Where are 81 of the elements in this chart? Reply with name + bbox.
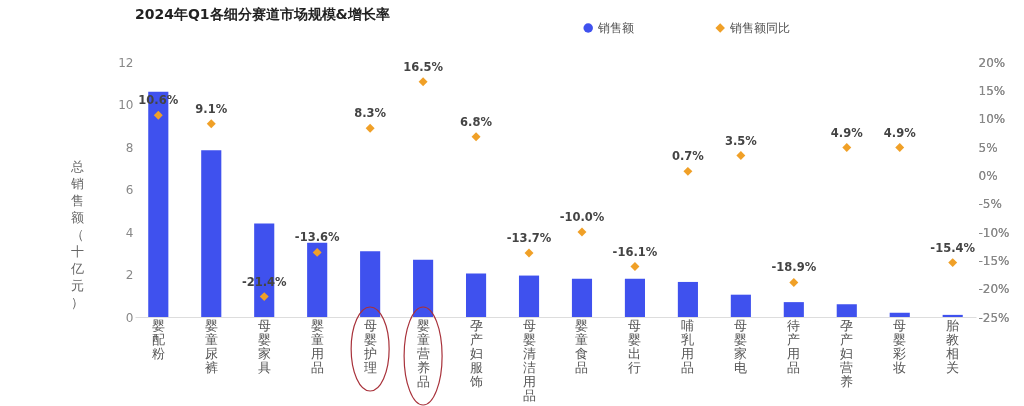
x-tick-label: 孕产妇服饰 xyxy=(468,317,483,389)
bar xyxy=(360,251,381,317)
point xyxy=(842,143,852,153)
y2-tick-label: -20% xyxy=(978,282,1010,297)
data-label: 16.5% xyxy=(403,59,444,74)
point xyxy=(683,166,693,176)
point xyxy=(153,110,163,120)
x-tick-label: 婴童营养品 xyxy=(416,317,430,389)
bar xyxy=(836,304,857,317)
x-tick-label: 胎教相关 xyxy=(946,317,960,375)
data-label: -15.4% xyxy=(930,240,976,255)
bar xyxy=(201,150,222,317)
data-label: -13.6% xyxy=(294,230,340,245)
point xyxy=(471,132,481,142)
data-label: 9.1% xyxy=(195,101,228,116)
y-tick-label: 4 xyxy=(125,225,134,240)
y2-tick-label: -15% xyxy=(978,253,1010,268)
data-label: 3.5% xyxy=(724,133,758,148)
y-tick-label: 10 xyxy=(118,98,134,112)
data-label: -10.0% xyxy=(559,210,605,224)
data-label: -18.9% xyxy=(771,260,817,275)
data-label: 6.8% xyxy=(460,114,493,129)
x-tick-label: 母婴护理 xyxy=(362,317,377,375)
point xyxy=(365,123,375,133)
bar xyxy=(307,242,328,317)
point xyxy=(789,277,799,287)
x-tick-label: 哺乳用品 xyxy=(681,317,695,375)
x-tick-label: 母婴家具 xyxy=(257,317,271,375)
y2-tick-label: -25% xyxy=(978,310,1010,325)
y2-tick-label: 15% xyxy=(978,83,1006,98)
x-tick-label: 婴配粉 xyxy=(151,317,165,361)
y2-tick-label: 0% xyxy=(978,168,998,183)
y-tick-label: 12 xyxy=(118,55,134,70)
bar xyxy=(942,314,963,317)
point xyxy=(259,292,269,302)
data-label: -13.7% xyxy=(506,230,552,245)
point xyxy=(577,227,587,237)
bar xyxy=(783,302,804,317)
point xyxy=(206,119,216,129)
y2-tick-label: -10% xyxy=(978,225,1010,240)
x-tick-label: 待产用品 xyxy=(787,317,801,375)
chart-title: 2024年Q1各细分赛道市场规模&增长率 xyxy=(135,6,390,22)
data-label: 0.7% xyxy=(671,149,705,164)
legend-label: 销售额 xyxy=(597,21,635,35)
bar xyxy=(571,278,593,317)
y-tick-label: 0 xyxy=(125,310,134,325)
data-label: -16.1% xyxy=(612,244,658,259)
x-tick-label: 婴童用品 xyxy=(310,317,324,375)
y-tick-label: 2 xyxy=(125,268,134,282)
y2-tick-label: 5% xyxy=(978,140,998,155)
bar xyxy=(889,312,910,317)
data-label: 4.9% xyxy=(883,125,917,140)
bar xyxy=(677,281,698,317)
x-tick-label: 母婴彩妆 xyxy=(893,317,907,375)
data-label: 8.3% xyxy=(354,106,387,121)
text: 总销售额（十亿元） xyxy=(70,159,84,310)
y2-tick-label: 20% xyxy=(978,55,1006,70)
x-tick-label: 母婴家电 xyxy=(734,317,748,375)
legend-label: 销售额同比 xyxy=(729,21,791,35)
point xyxy=(524,248,534,258)
data-label: 4.9% xyxy=(830,125,864,140)
y2-tick-label: -5% xyxy=(978,197,1002,212)
bar xyxy=(518,275,540,317)
x-tick-label: 婴童食品 xyxy=(575,317,589,375)
bar xyxy=(624,278,645,317)
point xyxy=(630,262,640,272)
point xyxy=(948,258,958,268)
point xyxy=(895,143,905,153)
bar xyxy=(466,273,487,317)
point xyxy=(418,77,428,87)
x-tick-label: 母婴出行 xyxy=(628,317,642,375)
y-tick-label: 6 xyxy=(125,183,134,197)
y2-tick-label: 10% xyxy=(978,112,1006,127)
y-tick-label: 8 xyxy=(125,140,134,155)
bar xyxy=(413,259,434,317)
bar xyxy=(730,294,751,317)
x-tick-label: 婴童尿裤 xyxy=(204,317,218,375)
x-tick-label: 母婴清洁用品 xyxy=(522,317,536,403)
point xyxy=(312,247,322,257)
point xyxy=(736,151,746,160)
x-tick-label: 孕产妇营养 xyxy=(840,317,854,389)
